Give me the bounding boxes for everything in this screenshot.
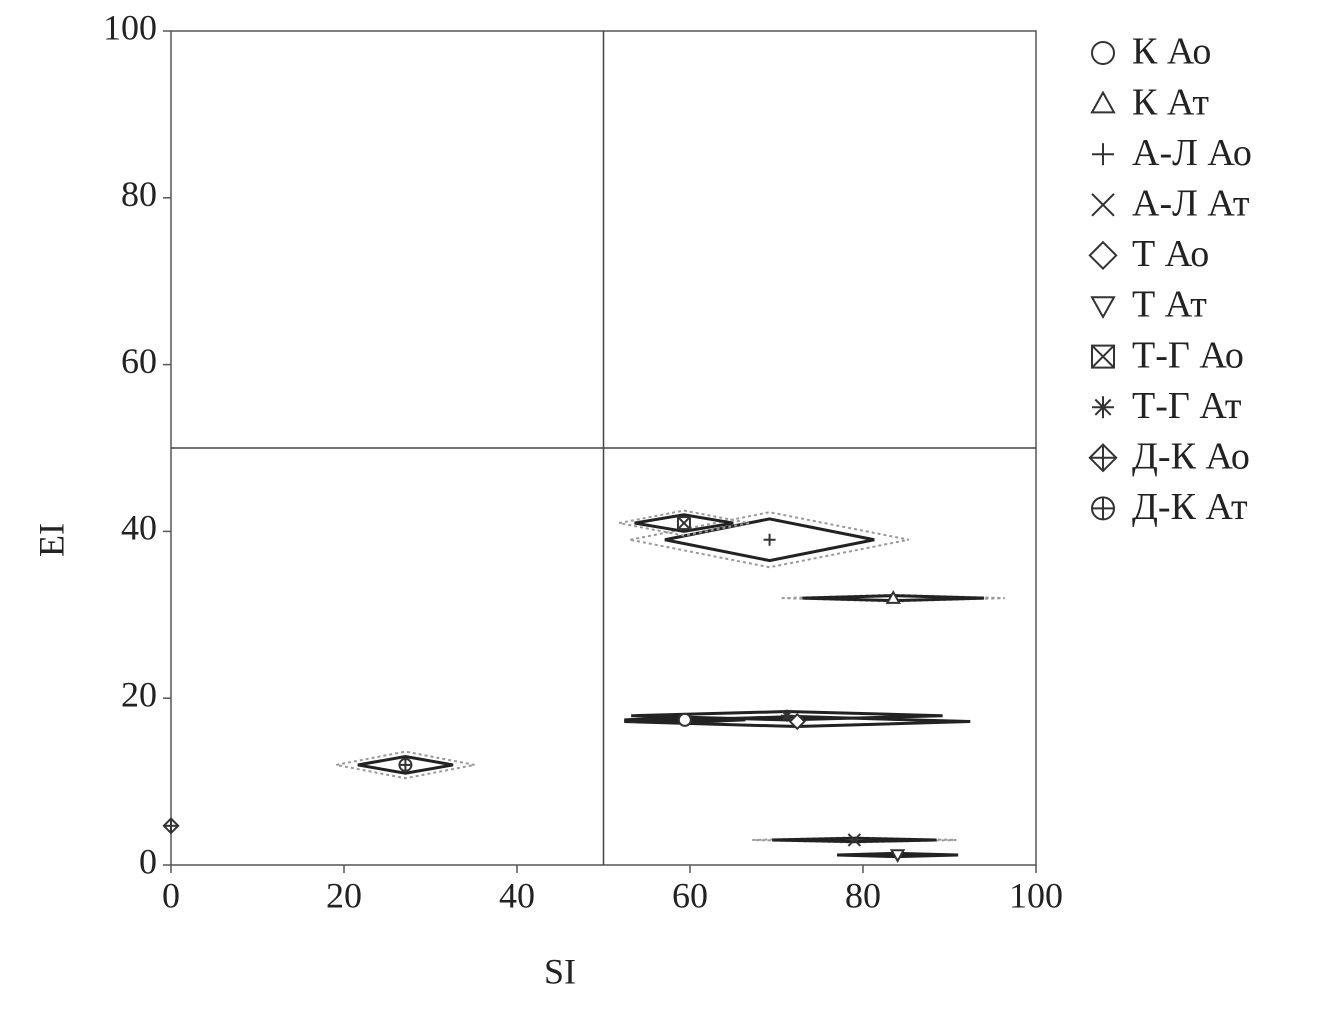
legend-label: Т Ат bbox=[1132, 284, 1207, 326]
x-tick-label: 60 bbox=[672, 875, 708, 915]
marker-part bbox=[1091, 193, 1115, 217]
y-tick-label: 60 bbox=[121, 341, 157, 381]
legend-symbol bbox=[1091, 193, 1115, 217]
legend-symbol bbox=[1092, 396, 1114, 419]
marker-part bbox=[677, 516, 691, 530]
y-tick-label: 0 bbox=[139, 841, 157, 881]
x-tick-label: 0 bbox=[162, 875, 180, 915]
legend-label: К Ао bbox=[1132, 31, 1211, 73]
x-axis-title: SI bbox=[544, 951, 576, 991]
marker-part bbox=[889, 849, 906, 864]
x-tick-label: 100 bbox=[1009, 875, 1063, 915]
legend-label: Т-Г Ат bbox=[1132, 385, 1242, 427]
point bbox=[847, 833, 862, 847]
marker-part bbox=[847, 833, 862, 847]
marker-part bbox=[1090, 90, 1116, 114]
confidence-region bbox=[837, 851, 959, 859]
legend-label: А-Л Ат bbox=[1132, 183, 1250, 225]
legend-symbol bbox=[1091, 41, 1115, 65]
point bbox=[885, 590, 901, 604]
confidence-region bbox=[802, 594, 985, 603]
y-tick-label: 20 bbox=[121, 674, 157, 714]
point bbox=[162, 817, 180, 835]
marker-part bbox=[1094, 398, 1112, 416]
marker-part bbox=[1091, 344, 1115, 369]
x-tick-label: 80 bbox=[845, 875, 881, 915]
y-tick-label: 40 bbox=[121, 508, 157, 548]
legend-symbol bbox=[1090, 90, 1116, 114]
outer-confidence-region bbox=[336, 750, 475, 780]
x-tick-label: 40 bbox=[499, 875, 535, 915]
marker-part bbox=[1088, 240, 1118, 271]
legend-symbol bbox=[1092, 143, 1114, 166]
legend-label: Т-Г Ао bbox=[1132, 334, 1244, 376]
y-tick-label: 80 bbox=[121, 174, 157, 214]
legend-symbol bbox=[1090, 296, 1116, 320]
y-axis-title: EI bbox=[31, 523, 71, 557]
legend-symbol bbox=[1088, 443, 1118, 473]
y-tick-label: 100 bbox=[103, 7, 157, 47]
legend-label: Д-К Ао bbox=[1132, 436, 1250, 478]
point bbox=[676, 516, 691, 531]
legend-label: Д-К Ат bbox=[1132, 486, 1248, 528]
legend-label: К Ат bbox=[1132, 81, 1209, 123]
point bbox=[889, 849, 906, 864]
confidence-region bbox=[634, 513, 734, 533]
outer-confidence-region bbox=[630, 511, 910, 569]
point bbox=[677, 712, 692, 727]
legend-symbol bbox=[1091, 496, 1115, 521]
point bbox=[763, 533, 776, 546]
legend-label: Т Ао bbox=[1132, 233, 1209, 275]
legend-symbol bbox=[1088, 240, 1118, 271]
marker-part bbox=[788, 712, 806, 731]
confidence-region bbox=[357, 755, 454, 775]
marker-part bbox=[1091, 41, 1115, 65]
legend-symbol bbox=[1091, 344, 1115, 369]
x-tick-label: 20 bbox=[326, 875, 362, 915]
outer-confidence-region bbox=[618, 509, 750, 537]
legend-label: А-Л Ао bbox=[1132, 132, 1252, 174]
confidence-region bbox=[772, 836, 937, 844]
marker-part bbox=[781, 710, 792, 721]
point bbox=[398, 757, 413, 772]
confidence-region bbox=[631, 710, 943, 722]
marker-part bbox=[1090, 296, 1116, 320]
point bbox=[788, 712, 806, 731]
point bbox=[780, 709, 793, 722]
marker-part bbox=[677, 712, 692, 727]
marker-part bbox=[885, 590, 901, 604]
